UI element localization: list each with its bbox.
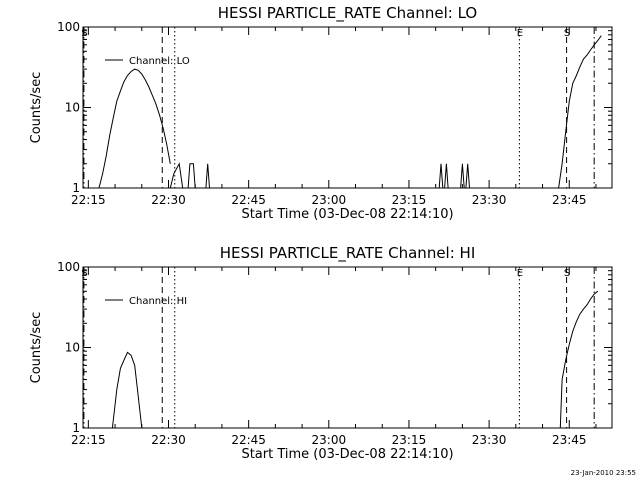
- legend-entry: Channel: LO: [129, 56, 190, 67]
- x-tick-label: 23:45: [552, 193, 587, 207]
- x-tick-label: 22:45: [231, 433, 266, 447]
- x-tick-label: 22:45: [231, 193, 266, 207]
- x-tick-label: 23:30: [472, 433, 507, 447]
- panel-hi: HESSI PARTICLE_RATE Channel: HI 22:15 22:3…: [29, 244, 613, 462]
- y-tick-label: 100: [57, 260, 80, 274]
- series-line-0: [111, 351, 143, 429]
- x-axis-label: Start Time (03-Dec-08 22:14:10): [241, 207, 453, 222]
- event-marker-label: E: [517, 28, 523, 39]
- footer-timestamp: 23-Jan-2010 23:55: [571, 469, 636, 477]
- panel-lo: HESSI PARTICLE_RATE Channel: LO 22:15 22:3…: [29, 4, 613, 222]
- x-tick-label: 23:15: [392, 433, 427, 447]
- x-axis-label: Start Time (03-Dec-08 22:14:10): [241, 447, 453, 462]
- series-line-1: [559, 290, 599, 429]
- x-tick-label: 22:15: [71, 433, 106, 447]
- y-tick-label: 10: [65, 101, 80, 115]
- x-tick-label: 23:15: [392, 193, 427, 207]
- y-tick-label: 1: [72, 421, 80, 435]
- event-marker-label: S: [564, 28, 570, 39]
- series-line-4: [438, 163, 444, 189]
- chart-title: HESSI PARTICLE_RATE Channel: HI: [220, 244, 476, 263]
- x-tick-label: 23:30: [472, 193, 507, 207]
- series-line-1: [169, 162, 184, 189]
- series-line-7: [558, 35, 602, 189]
- series-line-6: [460, 163, 470, 189]
- series-line-0: [98, 68, 171, 189]
- series-line-5: [444, 163, 449, 189]
- series-line-2: [187, 163, 196, 189]
- y-tick-label: 100: [57, 20, 80, 34]
- y-axis-label: Counts/sec: [29, 312, 44, 384]
- x-tick-label: 23:00: [312, 433, 347, 447]
- y-tick-label: 10: [65, 341, 80, 355]
- event-marker-label: S: [564, 268, 570, 279]
- y-axis-label: Counts/sec: [29, 72, 44, 144]
- event-marker-label: S: [81, 28, 87, 39]
- x-tick-label: 22:30: [151, 433, 186, 447]
- series-line-3: [205, 163, 210, 189]
- x-tick-label: 22:15: [71, 193, 106, 207]
- x-tick-label: 23:45: [552, 433, 587, 447]
- legend-entry: Channel: HI: [129, 296, 187, 307]
- event-marker-label: E: [517, 268, 523, 279]
- y-tick-label: 1: [72, 181, 80, 195]
- x-tick-label: 23:00: [312, 193, 347, 207]
- event-marker-label: S: [81, 268, 87, 279]
- x-tick-label: 22:30: [151, 193, 186, 207]
- chart-title: HESSI PARTICLE_RATE Channel: LO: [218, 4, 477, 23]
